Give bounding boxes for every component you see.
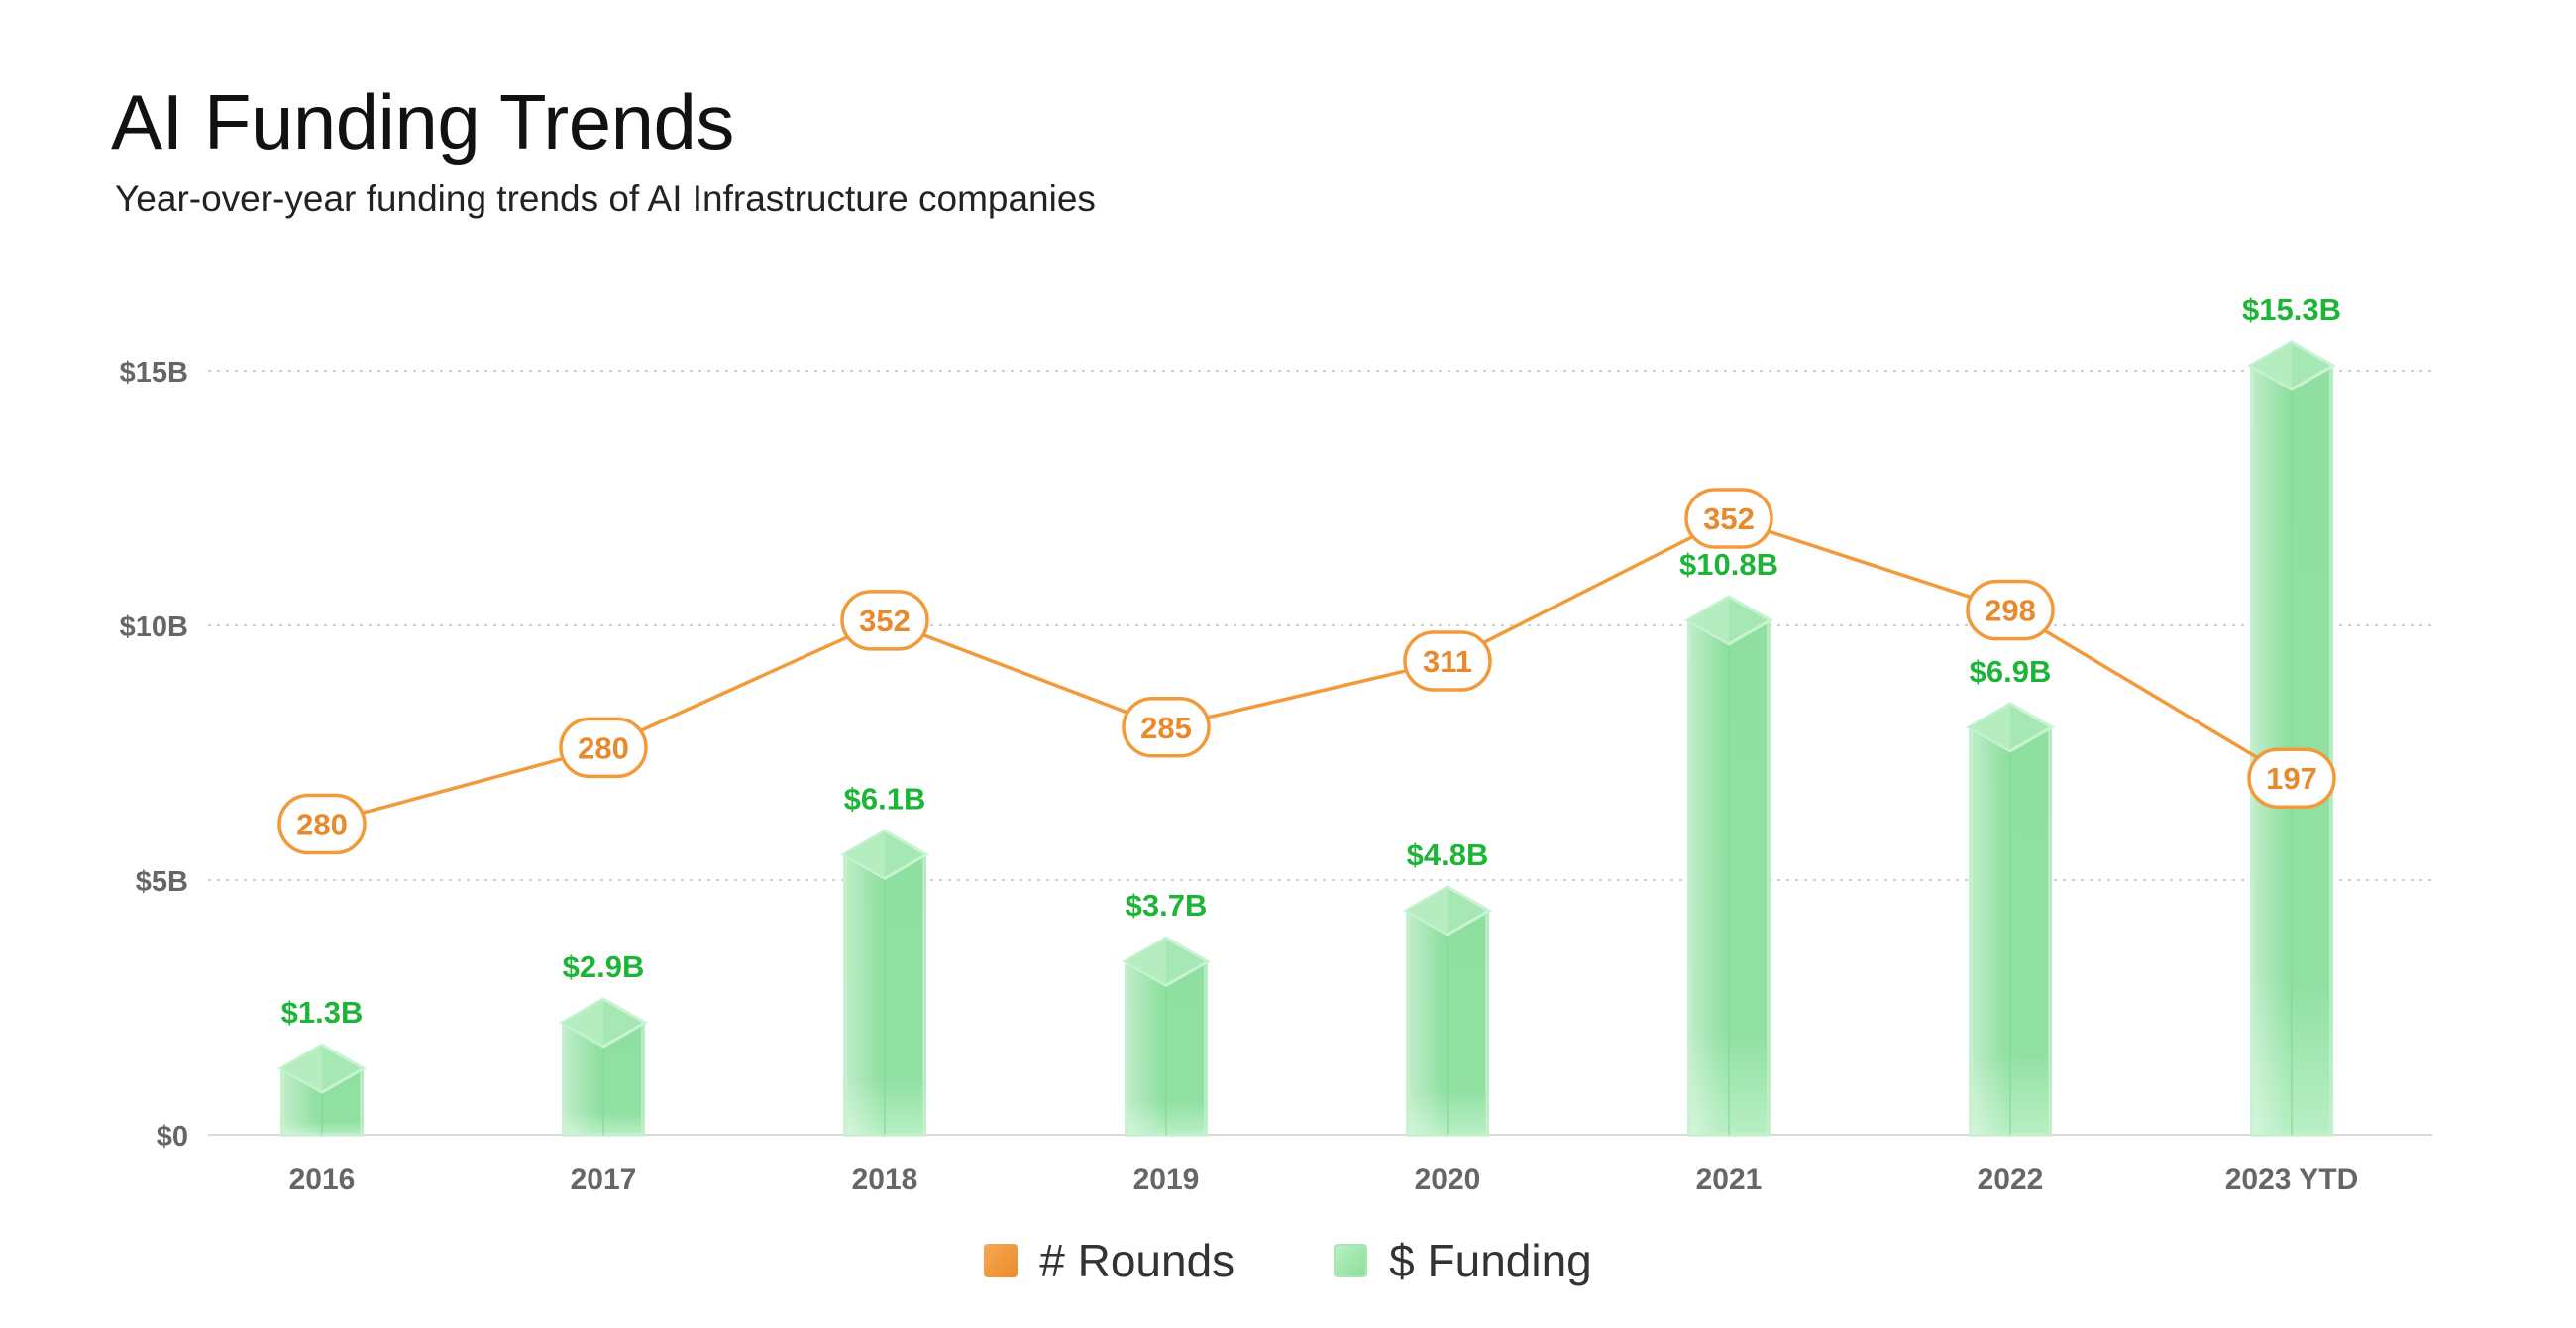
funding-bar	[1402, 885, 1493, 1138]
rounds-point: 280	[277, 793, 367, 855]
funding-bar-cap-facet	[562, 998, 603, 1047]
funding-bar-cap-facet	[843, 830, 885, 879]
funding-bar	[2246, 340, 2337, 1137]
rounds-point: 352	[840, 590, 929, 651]
funding-bar-highlight	[1969, 726, 2006, 1135]
funding-bar	[558, 997, 649, 1138]
funding-value-label: $15.3B	[2242, 292, 2341, 327]
funding-bar-cap-facet	[1406, 886, 1448, 935]
funding-bar	[276, 1043, 368, 1138]
funding-bar-cap-facet	[2250, 341, 2292, 389]
rounds-pill	[1122, 697, 1211, 758]
funding-bar-highlight	[1687, 619, 1725, 1135]
rounds-point: 352	[1684, 488, 1773, 549]
x-tick-label: 2016	[289, 1163, 356, 1196]
rounds-point: 197	[2247, 747, 2336, 809]
rounds-pill	[1966, 579, 2055, 641]
rounds-value-label: 352	[859, 604, 911, 638]
funding-value-label: $3.7B	[1126, 888, 1208, 923]
legend-swatch-rounds	[984, 1244, 1019, 1277]
rounds-pill	[277, 793, 367, 855]
rounds-value-label: 352	[1703, 501, 1755, 536]
rounds-value-label: 285	[1140, 711, 1192, 745]
funding-value-label: $10.8B	[1679, 547, 1778, 582]
rounds-value-label: 280	[578, 730, 629, 765]
rounds-pill	[1403, 630, 1492, 692]
funding-bar-cap-facet	[1687, 596, 1729, 644]
chart-title: AI Funding Trends	[111, 78, 734, 166]
funding-bar	[1683, 595, 1774, 1137]
legend-label-rounds: # Rounds	[1039, 1235, 1235, 1286]
legend-item-rounds[interactable]: # Rounds	[984, 1234, 1234, 1287]
y-tick-label: $10B	[120, 611, 188, 643]
x-tick-label: 2019	[1133, 1163, 1200, 1196]
x-tick-label: 2023 YTD	[2225, 1163, 2359, 1196]
legend-item-funding[interactable]: $ Funding	[1334, 1234, 1592, 1287]
rounds-pill	[2247, 747, 2336, 809]
funding-bar	[1965, 702, 2056, 1137]
funding-bar-highlight	[1406, 910, 1444, 1135]
x-tick-label: 2021	[1696, 1163, 1763, 1196]
rounds-value-label: 298	[1985, 594, 2036, 628]
y-tick-label: $15B	[120, 357, 188, 388]
funding-value-label: $6.9B	[1970, 654, 2052, 689]
rounds-point: 298	[1966, 579, 2055, 641]
funding-bar	[1121, 936, 1212, 1137]
rounds-pill	[559, 717, 648, 779]
legend: # Rounds $ Funding	[0, 1234, 2576, 1287]
funding-bar-cap-facet	[1969, 703, 2010, 751]
funding-bar-highlight	[843, 854, 881, 1135]
rounds-value-label: 197	[2266, 761, 2317, 796]
legend-label-funding: $ Funding	[1389, 1235, 1592, 1286]
rounds-point: 280	[559, 717, 648, 779]
x-tick-label: 2020	[1415, 1163, 1481, 1196]
rounds-point: 285	[1122, 697, 1211, 758]
funding-value-label: $1.3B	[281, 995, 364, 1030]
funding-bar-cap-facet	[1125, 938, 1166, 986]
x-tick-label: 2018	[852, 1163, 918, 1196]
funding-value-label: $4.8B	[1407, 837, 1489, 872]
x-tick-label: 2017	[571, 1163, 637, 1196]
funding-bar	[839, 829, 930, 1137]
legend-swatch-funding	[1334, 1244, 1368, 1277]
rounds-pill	[1684, 488, 1773, 549]
rounds-value-label: 280	[296, 807, 348, 841]
rounds-pill	[840, 590, 929, 651]
chart-subtitle: Year-over-year funding trends of AI Infr…	[115, 178, 1096, 219]
y-tick-label: $5B	[136, 866, 188, 898]
funding-bar-cap-facet	[280, 1045, 322, 1093]
funding-bar-highlight	[1125, 961, 1162, 1135]
rounds-value-label: 311	[1423, 644, 1472, 679]
rounds-line	[321, 516, 2293, 827]
x-tick-label: 2022	[1978, 1163, 2044, 1196]
funding-value-label: $2.9B	[563, 949, 645, 984]
rounds-point: 311	[1403, 630, 1492, 692]
y-tick-label: $0	[157, 1121, 188, 1153]
funding-value-label: $6.1B	[844, 781, 926, 816]
